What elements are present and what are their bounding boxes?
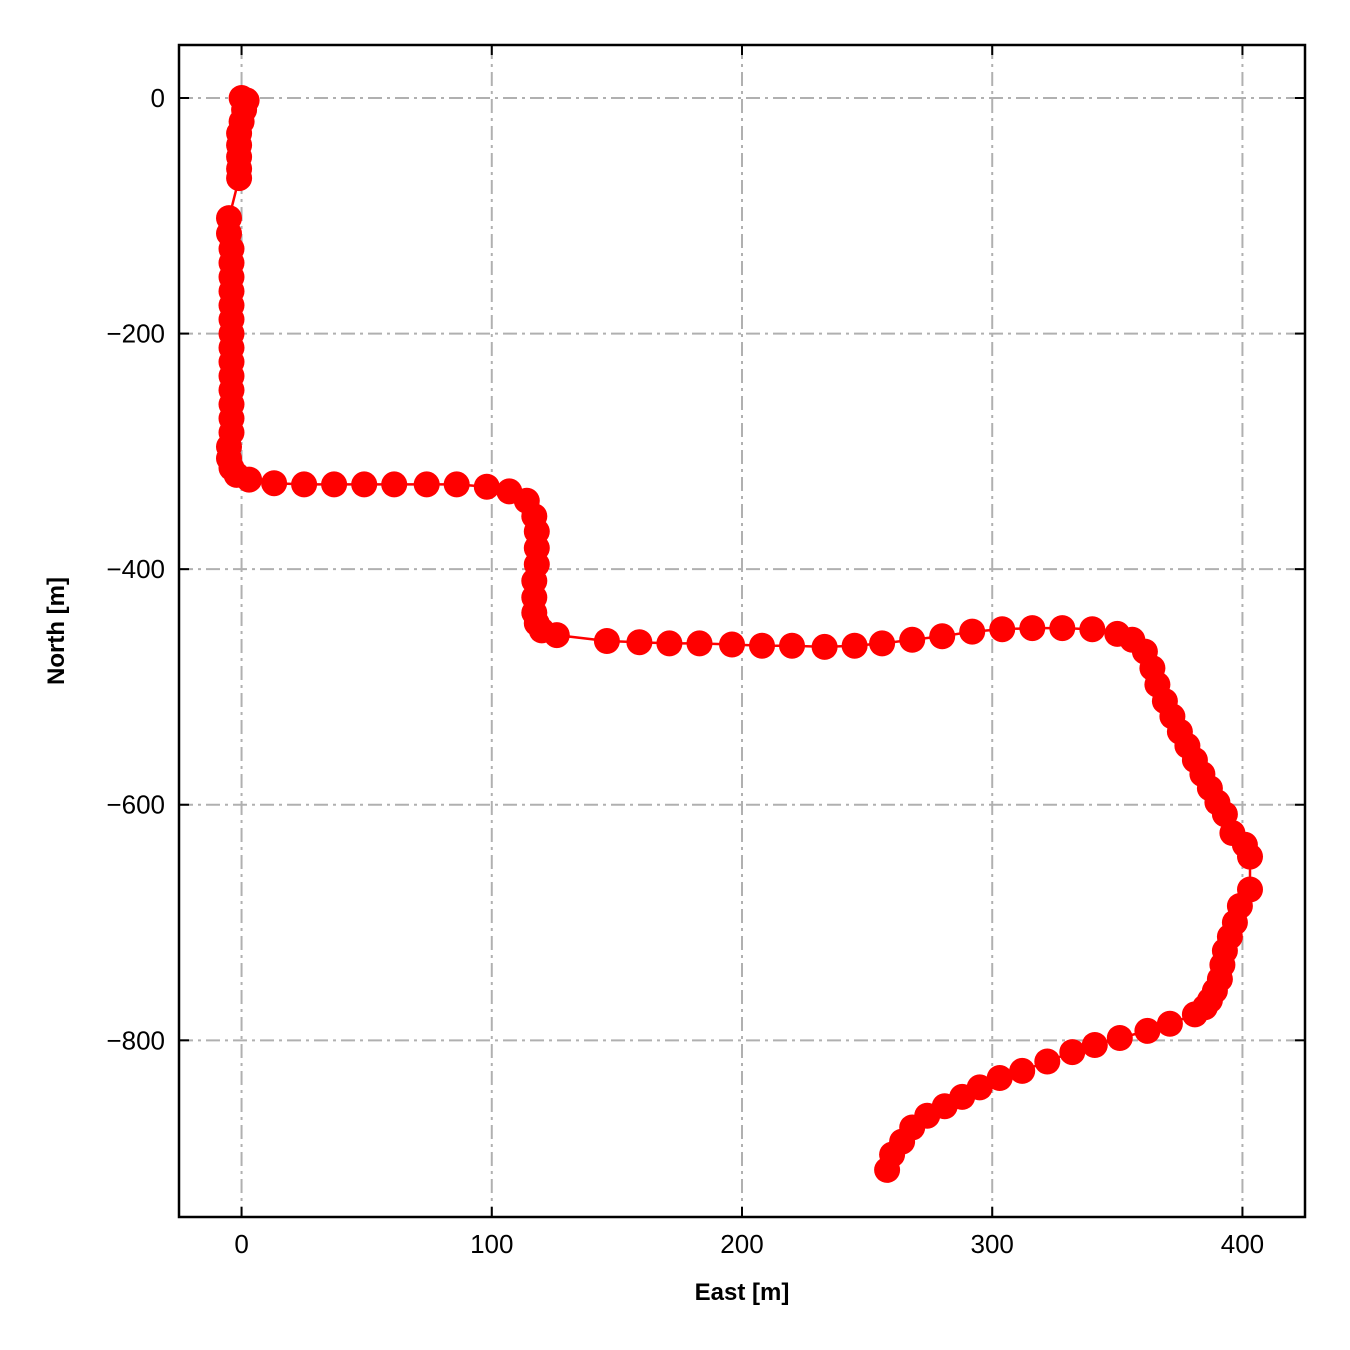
data-point — [1181, 1001, 1208, 1028]
data-point — [351, 471, 378, 498]
y-tick-label: −400 — [106, 554, 165, 584]
data-point — [874, 1156, 901, 1183]
data-point — [443, 471, 470, 498]
data-point — [986, 1065, 1013, 1091]
y-tick-label: −200 — [106, 319, 165, 349]
data-point — [473, 473, 500, 500]
tick-labels: 0 100 200 300 400 0 −200 −400 −600 −800 — [106, 83, 1264, 1259]
data-point — [959, 618, 986, 645]
x-axis-title: East [m] — [695, 1279, 790, 1306]
data-point — [749, 632, 775, 659]
data-point — [1134, 1017, 1161, 1044]
x-tick-label: 0 — [234, 1229, 248, 1259]
data-point — [779, 632, 805, 659]
data-point — [1079, 616, 1106, 643]
y-tick-label: −800 — [106, 1025, 165, 1055]
ticks — [179, 45, 1305, 1217]
y-tick-label: 0 — [151, 83, 165, 113]
data-point — [1156, 1010, 1183, 1037]
data-point — [656, 630, 683, 657]
data-point — [929, 623, 956, 650]
x-tick-label: 100 — [470, 1229, 513, 1259]
data-point — [543, 622, 570, 649]
data-point — [236, 466, 263, 493]
data-point — [686, 630, 713, 657]
data-point — [811, 633, 838, 660]
data-point — [1019, 615, 1046, 642]
y-tick-label: −600 — [106, 790, 165, 820]
data-point — [1034, 1048, 1061, 1075]
data-point — [869, 630, 896, 657]
x-tick-label: 200 — [720, 1229, 763, 1259]
data-point — [1081, 1032, 1108, 1058]
data-point — [261, 470, 288, 497]
data-point — [1009, 1057, 1036, 1084]
data-point — [841, 632, 868, 659]
y-axis-title: North [m] — [43, 577, 70, 685]
data-point — [321, 471, 348, 498]
data-point — [413, 471, 440, 498]
data-point — [1237, 843, 1263, 870]
data-series — [216, 85, 1263, 1183]
data-point — [226, 165, 253, 192]
data-point — [1106, 1025, 1133, 1051]
data-point — [1049, 615, 1076, 642]
data-point — [1059, 1039, 1086, 1066]
data-point — [593, 628, 620, 654]
plot-frame — [177, 43, 1307, 1219]
x-tick-label: 400 — [1221, 1229, 1264, 1259]
x-tick-label: 300 — [971, 1229, 1014, 1259]
data-point — [899, 626, 926, 653]
data-point — [719, 631, 745, 658]
data-point — [626, 629, 653, 656]
data-point — [381, 471, 408, 498]
data-point — [989, 616, 1016, 643]
data-point — [291, 471, 318, 498]
